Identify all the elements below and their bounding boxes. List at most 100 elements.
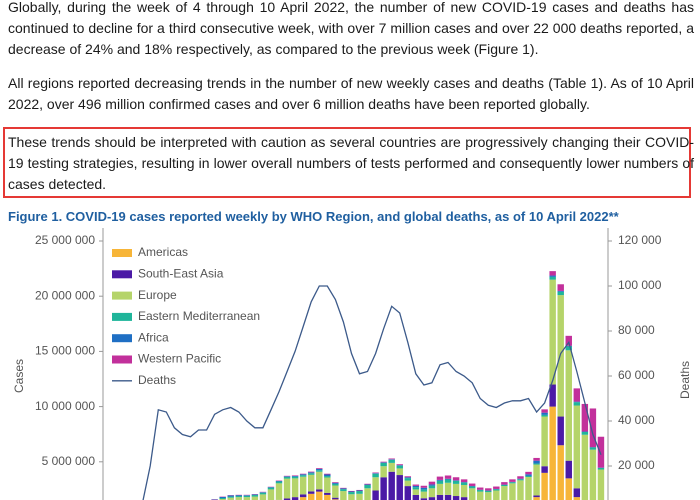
bar-segment	[404, 486, 412, 500]
bar-segment	[380, 461, 387, 463]
bar-segment	[493, 486, 500, 489]
bar-segment	[589, 449, 597, 500]
legend-swatch	[112, 249, 132, 257]
bar-segment	[436, 483, 444, 495]
y2-tick-label: 100 000	[618, 278, 662, 292]
bar-segment	[307, 473, 315, 475]
bar-segment	[581, 434, 589, 500]
bar-segment	[420, 487, 428, 490]
bar-segment	[291, 478, 299, 498]
bar-segment	[275, 481, 283, 484]
legend-swatch	[112, 291, 132, 300]
bar-segment	[372, 473, 379, 474]
bar-segment	[332, 482, 339, 483]
y-axis-label: Cases	[12, 359, 26, 393]
bar-segment	[259, 492, 267, 495]
bar-segment	[316, 470, 323, 472]
bar-segment	[372, 490, 379, 500]
bar-segment	[324, 477, 331, 493]
bar-segment	[299, 475, 307, 477]
bar-segment	[565, 350, 572, 461]
bar-segment	[549, 384, 556, 407]
bar-segment	[525, 475, 532, 478]
bar-segment	[275, 483, 283, 500]
bar-segment	[452, 477, 460, 481]
bar-segment	[243, 495, 251, 496]
bar-segment	[283, 476, 291, 477]
bar-segment	[597, 467, 605, 470]
bar-segment	[388, 459, 395, 463]
bar-segment	[348, 491, 355, 493]
bar-segment	[316, 468, 323, 469]
bar-segment	[444, 475, 452, 479]
legend-label: South-East Asia	[138, 266, 224, 280]
bar-segment	[428, 481, 436, 485]
bar-segment	[259, 494, 267, 500]
bar-segment	[396, 468, 403, 476]
bar-segment	[533, 457, 540, 461]
bar-segment	[235, 497, 242, 500]
bar-segment	[573, 497, 581, 500]
bar-segment	[380, 462, 387, 463]
bar-segment	[412, 487, 420, 490]
y2-tick-label: 40 000	[618, 413, 655, 427]
bar-segment	[501, 486, 508, 500]
bar-segment	[251, 494, 259, 496]
bar-segment	[324, 474, 331, 477]
bar-segment	[468, 486, 476, 489]
bar-segment	[332, 485, 339, 498]
bar-segment	[549, 276, 556, 280]
highlight-box	[3, 127, 691, 198]
bar-segment	[525, 471, 532, 475]
bar-segment	[412, 489, 420, 495]
bar-segment	[493, 490, 500, 500]
bar-segment	[340, 491, 347, 500]
bar-segment	[299, 497, 307, 500]
bar-segment	[525, 477, 532, 500]
deaths-line	[142, 285, 602, 500]
bar-segment	[573, 405, 581, 489]
bar-segment	[307, 493, 315, 500]
bar-segment	[452, 480, 460, 481]
y-tick-label: 15 000 000	[35, 344, 95, 358]
bar-segment	[243, 495, 251, 498]
bar-segment	[444, 494, 452, 500]
bar-segment	[340, 487, 347, 489]
bar-segment	[291, 476, 299, 479]
highlighted-paragraph: These trends should be interpreted with …	[8, 134, 694, 192]
bar-segment	[541, 466, 548, 473]
bar-segment	[557, 416, 564, 446]
bar-segment	[533, 463, 540, 465]
bar-segment	[404, 476, 412, 478]
bar-segment	[291, 475, 299, 477]
bar-segment	[468, 488, 476, 500]
bar-segment	[589, 408, 597, 448]
bar-segment	[348, 492, 355, 495]
legend-label: Americas	[138, 245, 188, 259]
chart: Cases Deaths 5 000 000 10 000 000 15 000 0…	[12, 228, 692, 500]
bar-segment	[356, 490, 363, 492]
paragraph: All regions reported decreasing trends i…	[8, 75, 694, 112]
bar-segment	[299, 474, 307, 476]
legend-swatch	[112, 334, 132, 343]
paragraph: Globally, during the week of 4 through 1…	[8, 0, 694, 57]
bar-segment	[412, 484, 420, 486]
bar-segment	[364, 484, 371, 485]
bar-segment	[332, 482, 339, 484]
y-tick-label: 10 000 000	[35, 399, 95, 413]
bar-segment	[396, 465, 403, 469]
bar-segment	[299, 476, 307, 495]
bar-segment	[251, 495, 259, 497]
y-tick-label: 25 000 000	[35, 233, 95, 247]
bar-segment	[219, 496, 226, 499]
bar-segment	[396, 475, 403, 500]
bar-segment	[324, 473, 331, 475]
bar-segment	[485, 488, 492, 491]
bar-segment	[388, 459, 395, 460]
legend-label: Deaths	[138, 373, 176, 387]
bar-segment	[324, 476, 331, 478]
legend-label: Eastern Mediterranean	[138, 309, 260, 323]
bar-segment	[348, 490, 355, 492]
bar-segment	[324, 494, 331, 500]
